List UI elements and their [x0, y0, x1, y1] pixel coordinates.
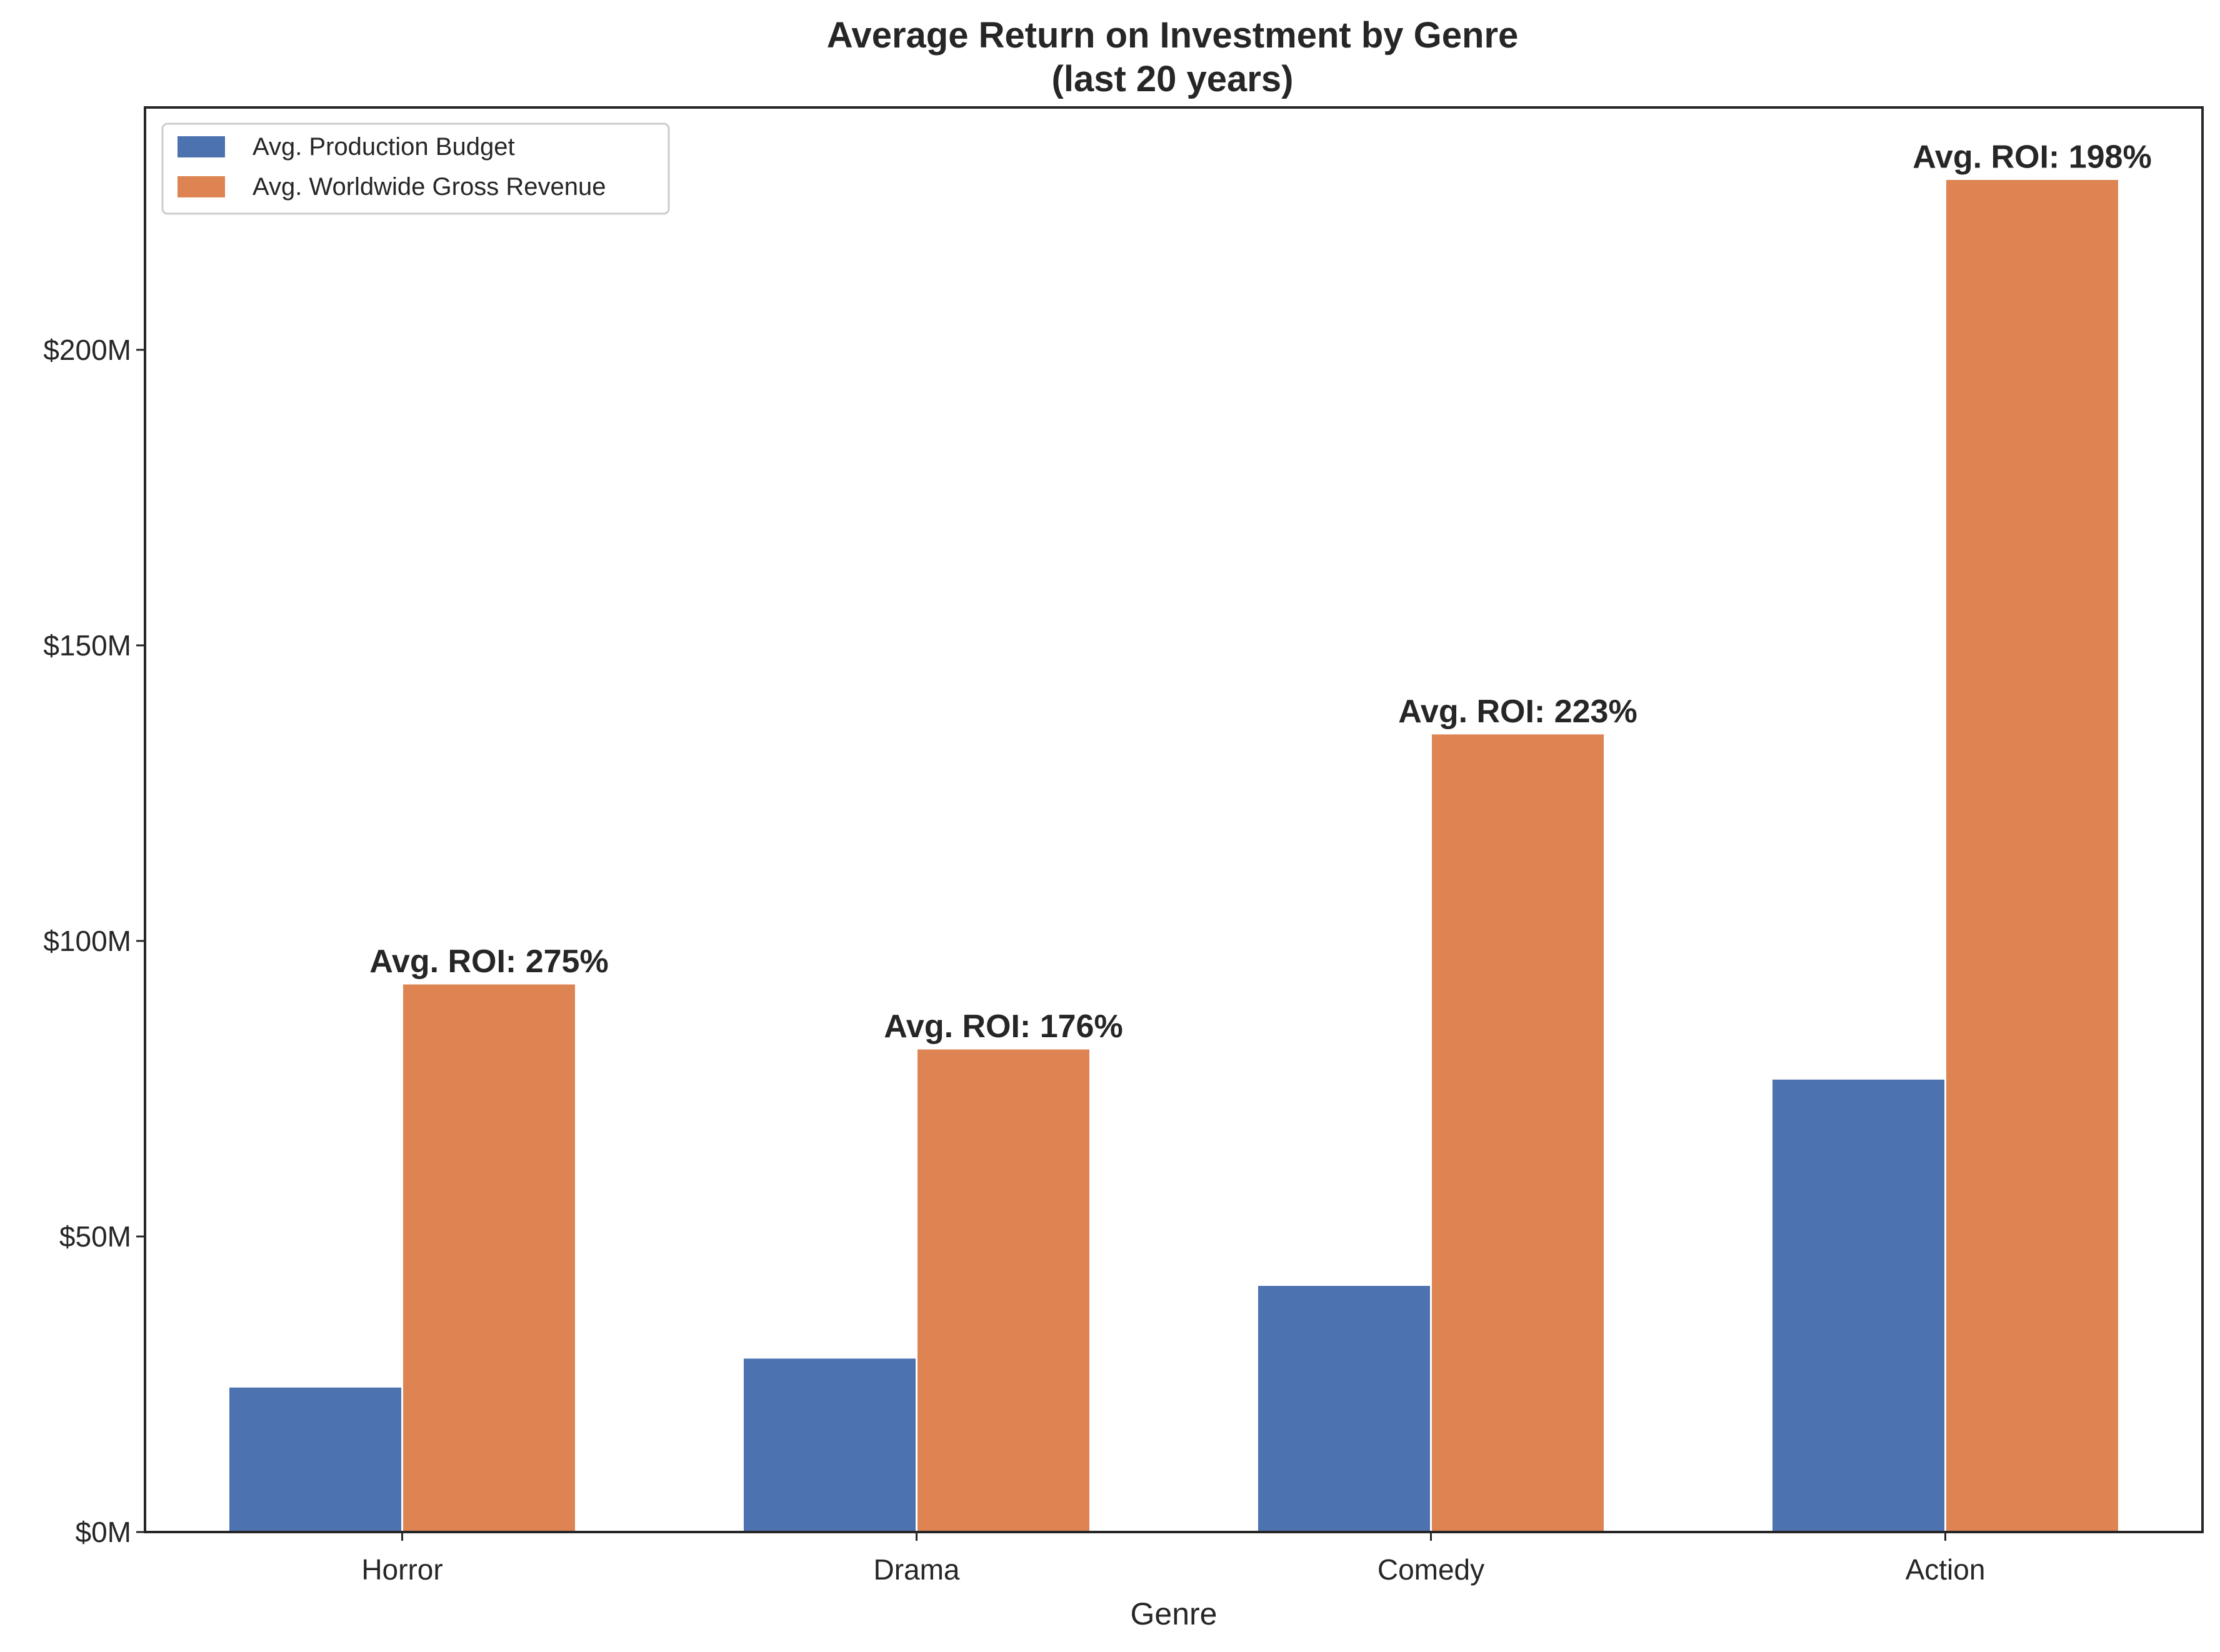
plot-frame [144, 106, 2204, 1533]
bars-group [228, 177, 2120, 1533]
bar-horror-budget [228, 1385, 403, 1533]
legend-box [161, 122, 670, 215]
y-tick-label-100: $100M [43, 925, 131, 957]
legend-label-budget: Avg. Production Budget [252, 133, 515, 161]
y-tick-label-200: $200M [43, 334, 131, 366]
roi-label-horror: Avg. ROI: 275% [369, 943, 608, 980]
chart-title: Average Return on Investment by Genre [827, 15, 1519, 56]
bar-comedy-budget [1256, 1284, 1432, 1533]
legend-swatch-budget [178, 136, 225, 157]
legend: Avg. Production Budget Avg. Worldwide Gro… [161, 122, 670, 215]
bar-action-revenue [1944, 177, 2120, 1533]
roi-label-action: Avg. ROI: 198% [1912, 139, 2151, 175]
x-tick-label-horror: Horror [361, 1553, 442, 1586]
x-axis-label: Genre [1131, 1596, 1218, 1631]
y-axis: $0M $50M $100M $150M $200M [43, 334, 145, 1548]
bar-drama-budget [742, 1356, 918, 1533]
roi-label-comedy: Avg. ROI: 223% [1398, 694, 1637, 730]
roi-annotations: Avg. ROI: 275% Avg. ROI: 176% Avg. ROI: 22… [369, 139, 2151, 1045]
x-tick-label-action: Action [1906, 1553, 1986, 1586]
roi-label-drama: Avg. ROI: 176% [884, 1008, 1122, 1045]
bar-comedy-revenue [1430, 732, 1606, 1533]
x-tick-label-drama: Drama [873, 1553, 959, 1586]
chart-subtitle: (last 20 years) [1052, 59, 1294, 99]
x-tick-label-comedy: Comedy [1378, 1553, 1484, 1586]
legend-swatch-revenue [178, 176, 225, 197]
y-tick-label-150: $150M [43, 629, 131, 662]
bar-horror-revenue [401, 982, 577, 1533]
x-axis: Horror Drama Comedy Action [361, 1532, 1985, 1586]
y-tick-label-50: $50M [59, 1220, 131, 1253]
y-tick-label-0: $0M [76, 1516, 131, 1548]
bar-action-budget [1771, 1077, 1946, 1533]
bar-drama-revenue [916, 1047, 1091, 1533]
legend-label-revenue: Avg. Worldwide Gross Revenue [252, 173, 606, 201]
